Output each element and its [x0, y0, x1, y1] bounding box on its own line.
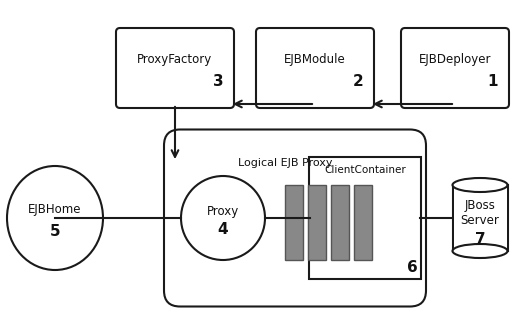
- Text: 3: 3: [213, 75, 224, 90]
- FancyBboxPatch shape: [309, 157, 421, 279]
- FancyBboxPatch shape: [256, 28, 374, 108]
- FancyBboxPatch shape: [116, 28, 234, 108]
- FancyBboxPatch shape: [401, 28, 509, 108]
- Ellipse shape: [452, 178, 508, 192]
- Text: 1: 1: [488, 75, 498, 90]
- Text: Proxy: Proxy: [207, 204, 239, 217]
- FancyBboxPatch shape: [164, 129, 426, 306]
- Text: 5: 5: [49, 225, 60, 240]
- Text: ProxyFactory: ProxyFactory: [137, 53, 213, 66]
- Text: 6: 6: [407, 261, 417, 275]
- Bar: [453, 186, 507, 250]
- Bar: [452, 185, 508, 251]
- Text: 2: 2: [352, 75, 363, 90]
- Text: EJBHome: EJBHome: [28, 203, 82, 217]
- Bar: [331, 185, 349, 260]
- Text: Logical EJB Proxy: Logical EJB Proxy: [238, 158, 332, 168]
- Text: JBoss
Server: JBoss Server: [461, 199, 500, 227]
- Ellipse shape: [7, 166, 103, 270]
- Bar: [285, 185, 303, 260]
- Circle shape: [181, 176, 265, 260]
- Bar: [308, 185, 326, 260]
- Text: EJBModule: EJBModule: [284, 53, 346, 66]
- Text: 7: 7: [474, 232, 485, 247]
- Bar: [354, 185, 372, 260]
- Text: ClientContainer: ClientContainer: [324, 165, 406, 175]
- Text: EJBDeployer: EJBDeployer: [419, 53, 491, 66]
- Text: 4: 4: [218, 222, 228, 237]
- Ellipse shape: [452, 244, 508, 258]
